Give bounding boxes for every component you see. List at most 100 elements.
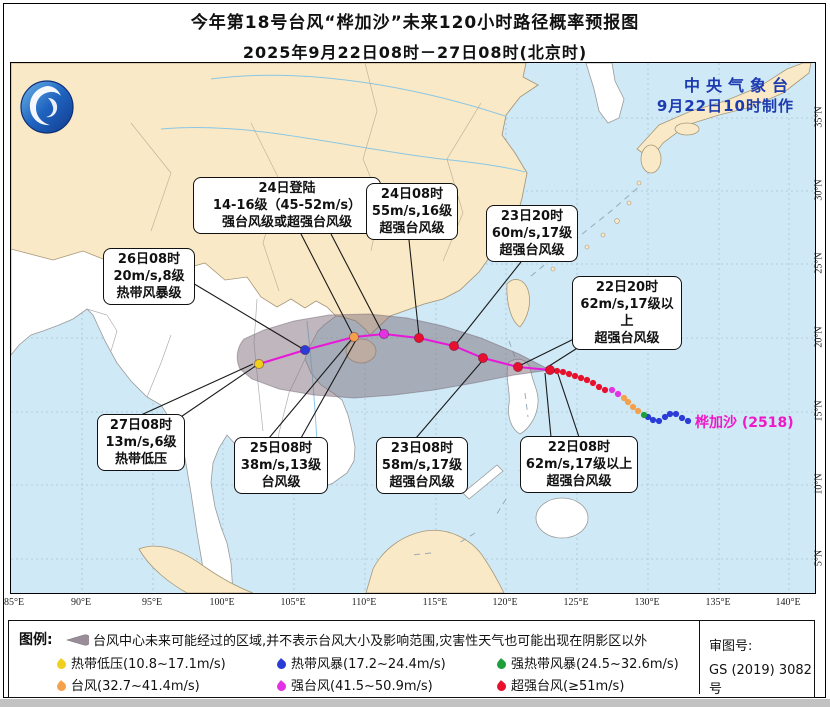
bottom-scrollbar[interactable]: [0, 699, 830, 707]
landmass-korea: [585, 63, 625, 124]
callout-line: 27日08时: [109, 418, 173, 433]
callout-26-08: 26日08时 20m/s,8级 热带风暴级: [103, 248, 195, 305]
callout-27-08: 27日08时 13m/s,6级 热带低压: [97, 414, 185, 471]
legend-item-label: 热带低压(10.8~17.1m/s): [71, 657, 226, 672]
callout-line: 62m/s,17级以上: [525, 457, 633, 472]
lon-tick: 120°E: [492, 597, 518, 608]
legend-item-ts: 热带风暴(17.2~24.4m/s): [275, 653, 446, 672]
lon-tick: 90°E: [70, 597, 92, 608]
legend-item-ty: 台风(32.7~41.4m/s): [55, 675, 200, 694]
review-number: GS (2019) 3082号: [709, 663, 812, 697]
callout-line: 24日08时: [380, 187, 444, 202]
callout-line: 62m/s,17级以上: [580, 297, 674, 329]
callout-line: 热带低压: [114, 452, 167, 467]
callout-line: 23日20时: [500, 209, 564, 224]
legend-item-label: 热带风暴(17.2~24.4m/s): [291, 657, 446, 672]
legend-panel: 图例: 台风中心未来可能经过的区域,并不表示台风大小及影响范围,灾害性天气也可能…: [8, 620, 815, 698]
forecast-cone: [236, 313, 552, 399]
callout-24-landfall: 24日登陆 14-16级（45-52m/s） 强台风级或超强台风级: [193, 177, 381, 234]
ryukyu-islands: [550, 180, 642, 272]
legend-item-sts: 强热带风暴(24.5~32.6m/s): [495, 653, 679, 672]
map-svg: [11, 63, 815, 593]
title-block: 今年第18号台风“桦加沙”未来120小时路径概率预报图 2025年9月22日08…: [0, 8, 830, 63]
legend-item-label: 台风(32.7~41.4m/s): [71, 679, 200, 694]
callout-line: 超强台风级: [546, 474, 612, 489]
lat-tick: 25°N: [813, 252, 825, 274]
landmass-borneo: [365, 529, 505, 593]
lon-tick: 135°E: [705, 597, 731, 608]
callout-line: 20m/s,8级: [113, 269, 185, 284]
callout-line: 台风级: [261, 475, 301, 490]
callout-22-20: 22日20时 62m/s,17级以上 超强台风级: [572, 276, 682, 350]
lat-tick: 15°N: [813, 400, 825, 422]
callout-line: 58m/s,17级: [381, 458, 463, 473]
callout-line: 13m/s,6级: [105, 435, 177, 450]
page-title: 今年第18号台风“桦加沙”未来120小时路径概率预报图: [190, 13, 640, 33]
agency-name: 中央气象台: [683, 76, 794, 95]
typhoon-icon: [55, 680, 68, 693]
lat-tick: 10°N: [813, 473, 825, 495]
landmass-sumatra: [138, 545, 254, 593]
callout-line: 超强台风级: [594, 331, 660, 346]
callout-line: 超强台风级: [389, 475, 455, 490]
callout-line: 14-16级（45-52m/s）: [212, 198, 362, 213]
lon-tick: 85°E: [3, 597, 25, 608]
callout-line: 超强台风级: [499, 243, 565, 258]
callout-25-08: 25日08时 38m/s,13级 台风级: [234, 437, 328, 494]
lon-tick: 95°E: [141, 597, 163, 608]
legend-item-super-ty: 超强台风(≥51m/s): [495, 675, 625, 694]
lon-tick: 130°E: [634, 597, 660, 608]
callout-24-08: 24日08时 55m/s,16级 超强台风级: [366, 183, 458, 240]
typhoon-track: [253, 328, 692, 425]
callout-line: 热带风暴级: [116, 286, 182, 301]
callout-line: 22日08时: [547, 440, 611, 455]
lat-tick: 5°N: [813, 549, 825, 567]
lat-tick: 30°N: [813, 179, 825, 201]
callout-line: 22日20时: [595, 280, 659, 295]
cma-logo: [20, 80, 74, 134]
callout-line: 超强台风级: [379, 221, 445, 236]
callout-23-08: 23日08时 58m/s,17级 超强台风级: [376, 437, 468, 494]
cone-icon: [65, 634, 89, 646]
lon-tick: 110°E: [351, 597, 377, 608]
callout-22-08: 22日08时 62m/s,17级以上 超强台风级: [520, 436, 638, 493]
legend-item-sty: 强台风(41.5~50.9m/s): [275, 675, 433, 694]
page-subtitle: 2025年9月22日08时－27日08时(北京时): [242, 43, 588, 62]
callout-line: 55m/s,16级: [371, 204, 453, 219]
callout-line: 24日登陆: [258, 181, 316, 196]
issued-time: 9月22日10时制作: [656, 97, 794, 115]
lon-tick: 105°E: [280, 597, 306, 608]
lon-tick: 125°E: [563, 597, 589, 608]
lon-tick: 115°E: [422, 597, 448, 608]
callout-line: 38m/s,13级: [240, 458, 322, 473]
super-typhoon-icon: [495, 680, 508, 693]
lon-tick: 140°E: [775, 597, 801, 608]
severe-tropical-storm-icon: [495, 658, 508, 671]
landmass-taiwan: [506, 279, 530, 328]
legend-divider: [699, 621, 700, 694]
legend-item-label: 强热带风暴(24.5~32.6m/s): [511, 657, 679, 672]
typhoon-name-label: 桦加沙 (2518): [695, 415, 794, 431]
legend-cone-text: 台风中心未来可能经过的区域,并不表示台风大小及影响范围,灾害性天气也可能出现在阴…: [93, 634, 648, 649]
callout-line: 60m/s,17级: [491, 226, 573, 241]
legend-item-label: 超强台风(≥51m/s): [511, 679, 625, 694]
map-canvas: [10, 62, 816, 594]
lon-tick: 100°E: [209, 597, 235, 608]
callout-leader-lines: [140, 233, 602, 439]
callout-line: 23日08时: [390, 441, 454, 456]
tropical-depression-icon: [55, 658, 68, 671]
callout-line: 25日08时: [249, 441, 313, 456]
legend-item-label: 强台风(41.5~50.9m/s): [291, 679, 433, 694]
legend-item-td: 热带低压(10.8~17.1m/s): [55, 653, 226, 672]
lat-tick: 20°N: [813, 326, 825, 348]
review-number-label: 审图号:: [709, 639, 753, 654]
callout-line: 强台风级或超强台风级: [221, 215, 352, 230]
landmass-japan: [636, 63, 812, 174]
severe-typhoon-icon: [275, 680, 288, 693]
tropical-storm-icon: [275, 658, 288, 671]
lat-tick: 35°N: [813, 106, 825, 128]
callout-23-20: 23日20时 60m/s,17级 超强台风级: [486, 205, 578, 262]
legend-title: 图例:: [19, 632, 53, 648]
callout-line: 26日08时: [117, 252, 181, 267]
